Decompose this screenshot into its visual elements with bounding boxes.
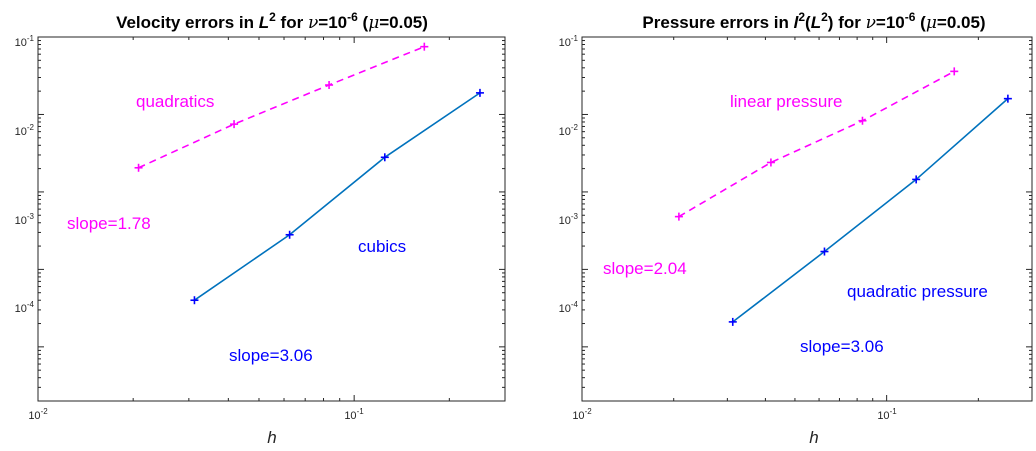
data-point-marker <box>475 88 484 97</box>
data-point-marker <box>858 116 867 125</box>
y-tick-label: 10-2 <box>559 123 579 138</box>
x-tick-label: 10-2 <box>572 407 592 422</box>
y-tick-label: 10-4 <box>559 300 579 315</box>
annotation-quadratic-pressure: quadratic pressure <box>847 282 988 301</box>
data-point-marker <box>766 158 775 167</box>
data-point-marker <box>912 175 921 184</box>
data-point-marker <box>230 120 239 129</box>
annotation-slope-quadratics: slope=1.78 <box>67 214 151 233</box>
annotation-slope-linear: slope=2.04 <box>603 259 687 278</box>
series-group <box>134 42 484 305</box>
chart-title: Velocity errors in L2 for ν=10-6 (μ=0.05… <box>116 10 428 33</box>
plot-area <box>37 36 506 402</box>
data-point-marker <box>285 230 294 239</box>
annotation-quadratics: quadratics <box>136 92 214 111</box>
y-tick-label: 10-1 <box>559 34 579 49</box>
solid-series-line <box>732 98 1009 323</box>
y-tick-label: 10-3 <box>559 212 579 227</box>
solid-series-line <box>193 92 481 301</box>
data-point-marker <box>950 67 959 76</box>
annotation-cubics: cubics <box>358 237 406 256</box>
dashed-series-line <box>678 70 955 218</box>
x-tick-label: 10-2 <box>28 407 48 422</box>
data-point-marker <box>674 212 683 221</box>
data-point-marker <box>134 163 143 172</box>
tick-marks <box>37 36 506 402</box>
data-point-marker <box>190 296 199 305</box>
y-tick-label: 10-4 <box>15 300 35 315</box>
series-group <box>674 67 1012 326</box>
y-tick-label: 10-3 <box>15 212 35 227</box>
chart-title: Pressure errors in l2(L2) for ν=10-6 (μ=… <box>642 10 985 33</box>
dashed-series-line <box>138 45 425 169</box>
data-point-marker <box>380 153 389 162</box>
data-point-marker <box>820 247 829 256</box>
x-axis-label: h <box>809 428 818 447</box>
velocity-chart: Velocity errors in L2 for ν=10-6 (μ=0.05… <box>15 10 506 447</box>
annotation-slope-quadratic: slope=3.06 <box>800 337 884 356</box>
annotation-slope-cubics: slope=3.06 <box>229 346 313 365</box>
tick-marks <box>581 36 1033 402</box>
data-point-marker <box>728 317 737 326</box>
y-tick-label: 10-2 <box>15 123 35 138</box>
data-point-marker <box>1003 94 1012 103</box>
data-point-marker <box>420 42 429 51</box>
x-tick-label: 10-1 <box>344 407 364 422</box>
data-point-marker <box>325 81 334 90</box>
x-tick-label: 10-1 <box>877 407 897 422</box>
x-axis-label: h <box>267 428 276 447</box>
pressure-chart: Pressure errors in l2(L2) for ν=10-6 (μ=… <box>559 10 1033 447</box>
plot-area <box>581 36 1033 402</box>
y-tick-label: 10-1 <box>15 34 35 49</box>
annotation-linear-pressure: linear pressure <box>730 92 842 111</box>
